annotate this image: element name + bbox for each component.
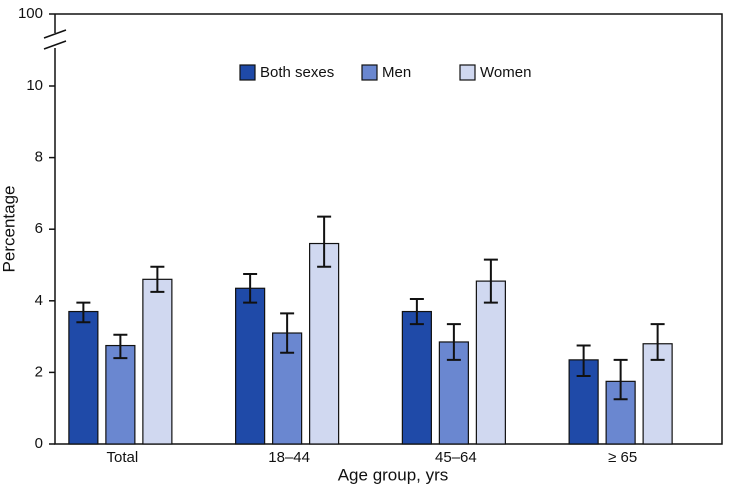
x-tick-label: 45–64 — [435, 449, 477, 466]
error-bar — [576, 344, 591, 377]
error-bar — [483, 258, 498, 304]
y-tick-label: 8 — [35, 149, 43, 166]
x-tick-label: Total — [107, 449, 139, 466]
x-axis-title: Age group, yrs — [338, 465, 449, 484]
legend-label: Both sexes — [260, 64, 334, 81]
y-tick-label: 0 — [35, 435, 43, 452]
legend-swatch — [459, 64, 476, 81]
error-bar — [317, 215, 332, 268]
error-bar — [280, 312, 295, 354]
y-tick-label: 4 — [35, 292, 43, 309]
error-bar — [613, 358, 628, 401]
legend-swatch — [239, 64, 256, 81]
legend-label: Women — [480, 64, 531, 81]
y-tick-label: 2 — [35, 363, 43, 380]
bar — [272, 332, 303, 445]
legend-label: Men — [382, 64, 411, 81]
bar — [68, 310, 99, 445]
x-tick-label: ≥ 65 — [608, 449, 637, 466]
bar — [105, 344, 136, 445]
bar — [309, 242, 340, 445]
y-tick-label: 6 — [35, 220, 43, 237]
y-tick-label: 10 — [26, 77, 43, 94]
y-axis-title: Percentage — [0, 186, 18, 273]
bar — [235, 287, 266, 445]
axis-break — [43, 29, 67, 50]
legend-swatch — [361, 64, 378, 81]
bar — [142, 278, 173, 445]
error-bar — [446, 323, 461, 361]
bar — [401, 310, 432, 445]
plot-frame — [54, 13, 723, 445]
error-bar — [76, 301, 91, 324]
error-bar — [243, 272, 258, 304]
error-bar — [150, 265, 165, 293]
error-bar — [409, 298, 424, 326]
axis-break-gap — [50, 34, 64, 48]
y-tick-label: 100 — [18, 5, 43, 22]
bar — [475, 280, 506, 445]
error-bar — [113, 333, 128, 360]
error-bar — [650, 323, 665, 361]
x-tick-label: 18–44 — [268, 449, 310, 466]
